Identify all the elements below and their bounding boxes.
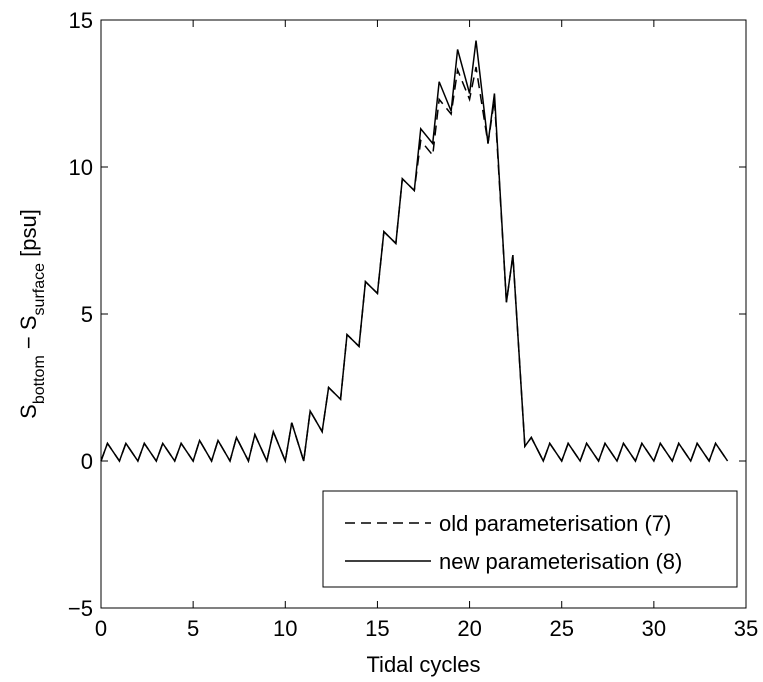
series-line [100,40,729,464]
y-axis-label-part: [psu] [16,209,41,263]
x-tick-label: 35 [734,616,758,641]
x-tick-label: 25 [549,616,573,641]
y-axis-label-part: bottom [31,355,48,404]
y-tick-label: 0 [81,449,93,474]
y-axis-label: Sbottom − Ssurface [psu] [16,209,48,419]
y-axis-label-part: S [16,404,41,419]
x-tick-label: 15 [365,616,389,641]
x-tick-label: 20 [457,616,481,641]
y-tick-label: −5 [68,596,93,621]
x-axis-label: Tidal cycles [366,652,480,677]
x-tick-label: 10 [273,616,297,641]
x-tick-label: 5 [187,616,199,641]
series-line [100,66,729,464]
y-axis-label-part: surface [31,263,48,316]
legend-label: new parameterisation (8) [439,549,682,574]
y-axis-label-part: − S [16,315,41,355]
plot-frame [100,19,747,609]
y-tick-label: 15 [69,8,93,33]
y-tick-label: 5 [81,302,93,327]
y-tick-label: 10 [69,155,93,180]
legend-box [322,490,738,588]
x-tick-label: 30 [642,616,666,641]
legend-label: old parameterisation (7) [439,511,671,536]
x-tick-label: 0 [95,616,107,641]
